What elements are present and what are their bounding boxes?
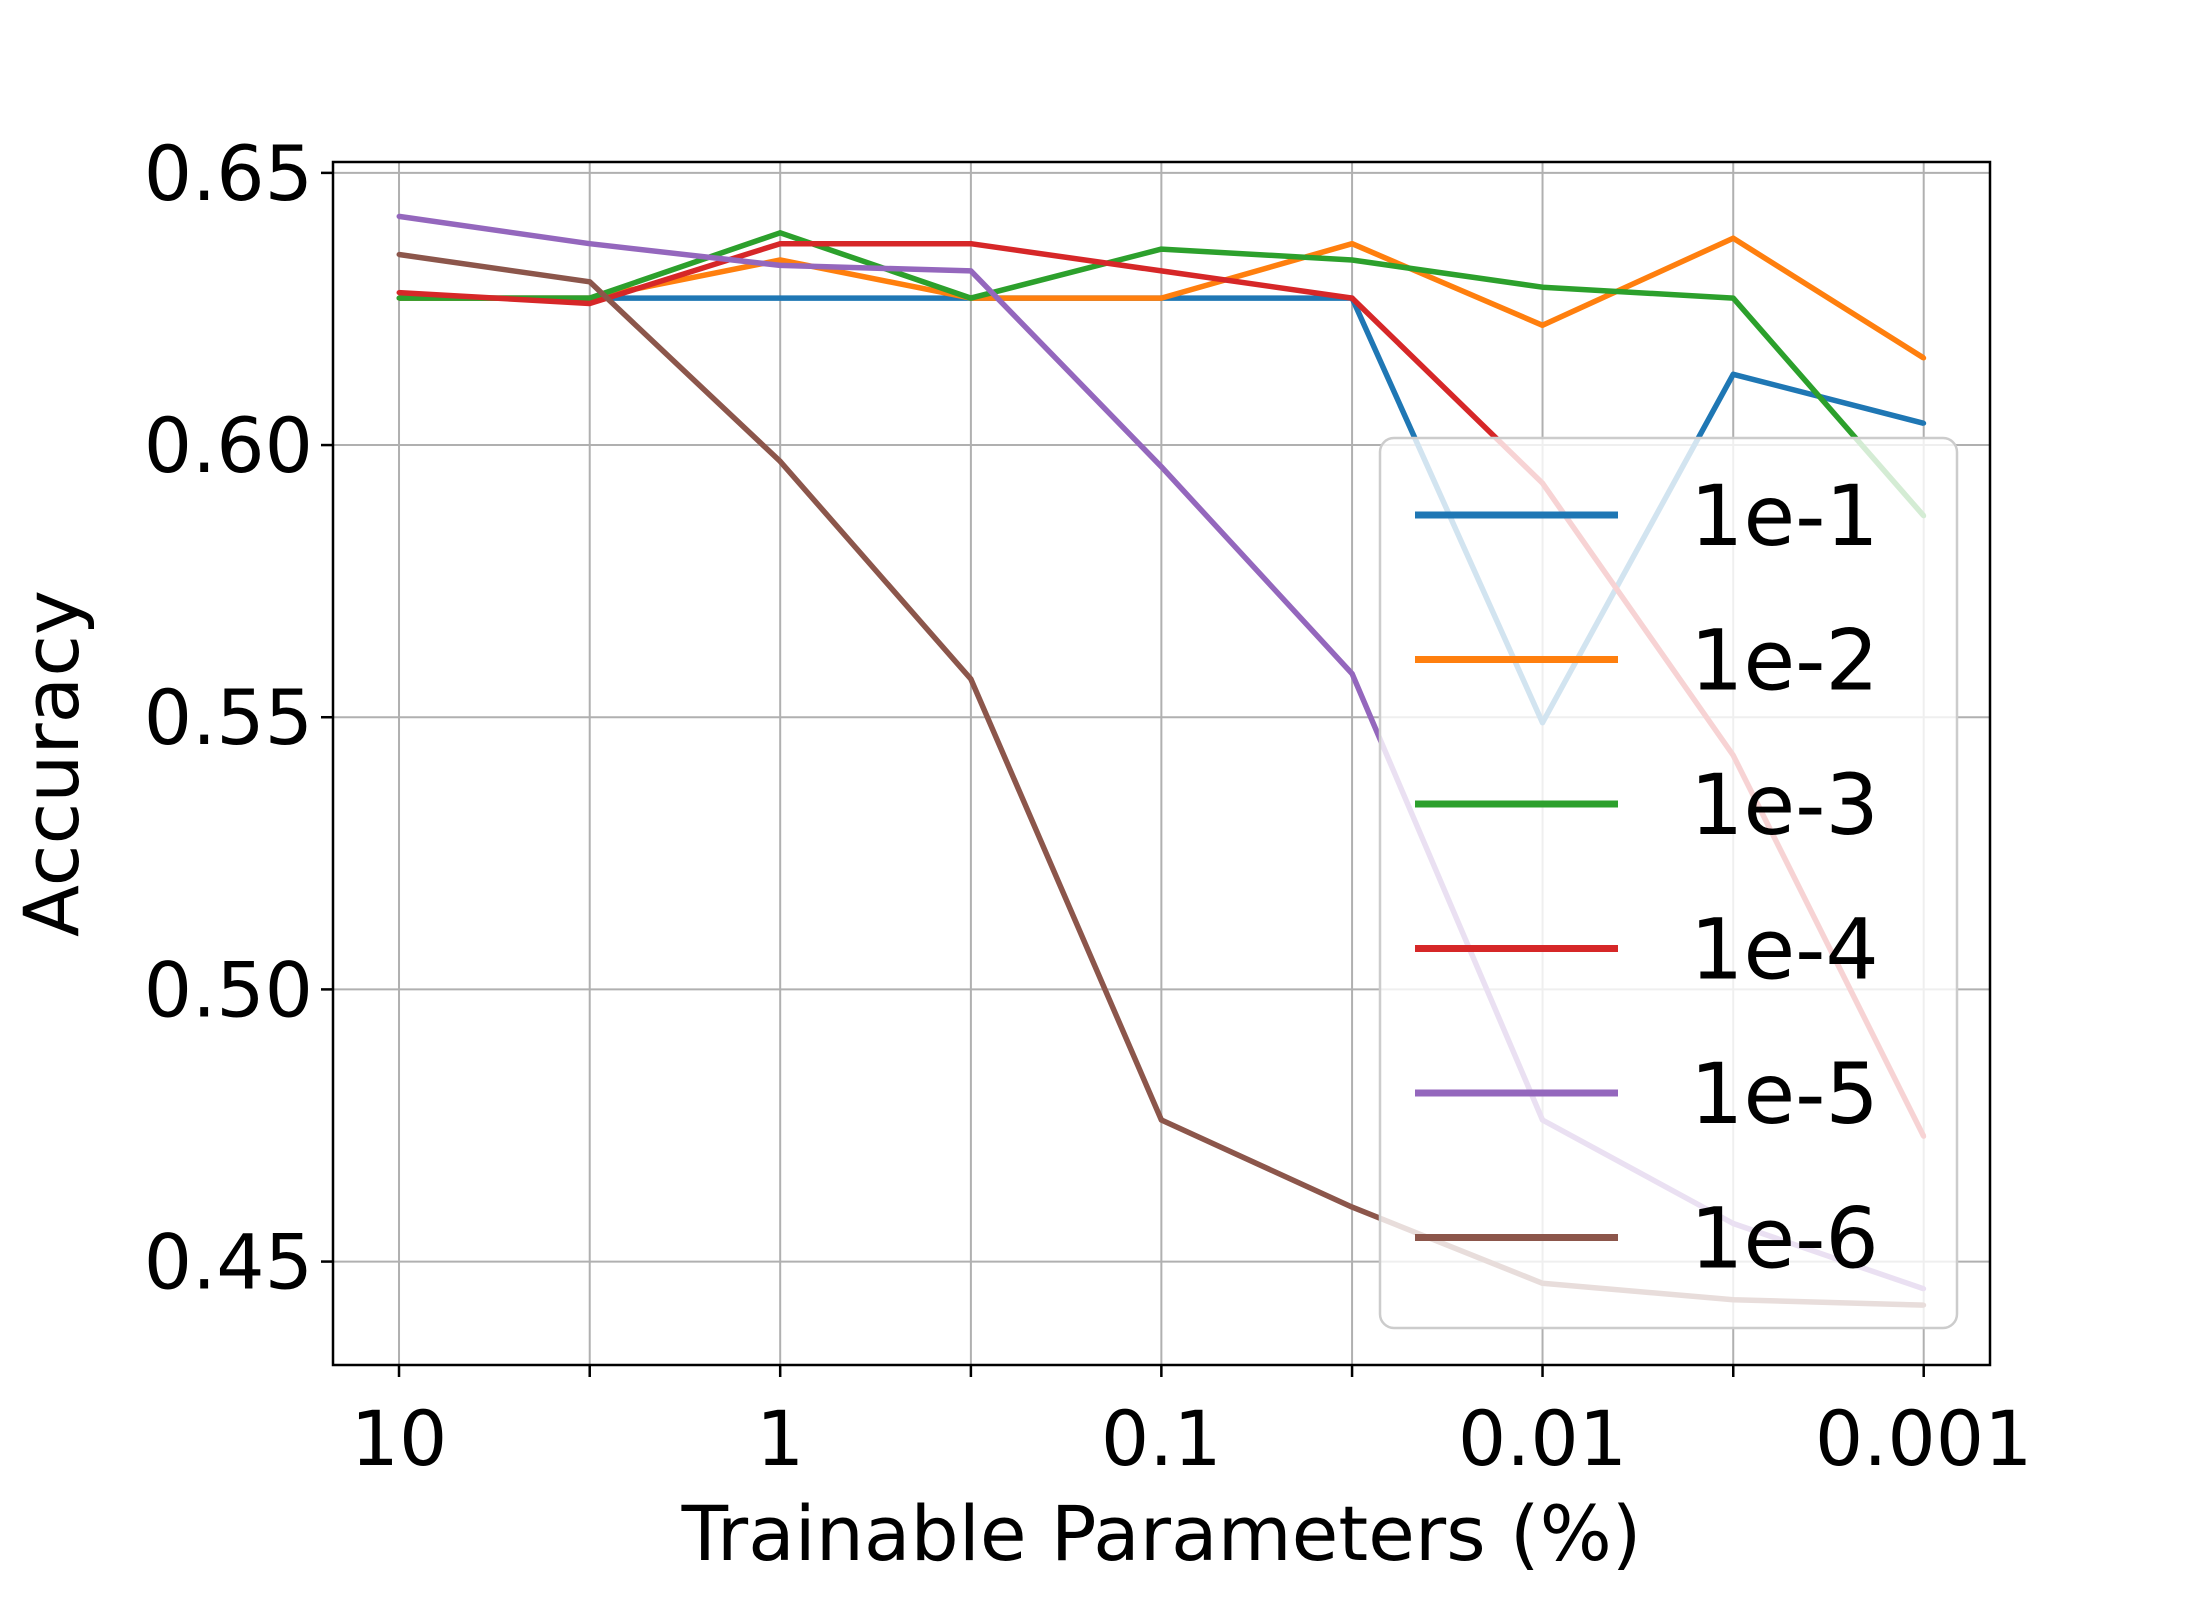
x-tick-label: 0.1 xyxy=(1101,1394,1222,1483)
data-point xyxy=(1730,235,1736,241)
data-point xyxy=(968,295,974,301)
data-point xyxy=(1540,322,1546,328)
data-point xyxy=(777,257,783,263)
y-axis-label: Accuracy xyxy=(7,590,96,937)
legend-label-1e-2: 1e-2 xyxy=(1690,612,1879,710)
data-point xyxy=(1349,257,1355,263)
legend: 1e-1 1e-2 1e-3 1e-4 1e-5 1e-6 xyxy=(1378,436,1959,1330)
data-point xyxy=(1158,1117,1164,1123)
data-point xyxy=(777,241,783,247)
y-tick-label: 0.65 xyxy=(144,129,313,218)
data-point xyxy=(968,676,974,682)
x-axis-label: Trainable Parameters (%) xyxy=(681,1489,1642,1578)
data-point xyxy=(1921,420,1927,426)
legend-label-1e-6: 1e-6 xyxy=(1690,1190,1879,1288)
data-point xyxy=(1540,284,1546,290)
data-point xyxy=(1730,371,1736,377)
x-tick-label: 10 xyxy=(351,1394,448,1483)
legend-label-1e-4: 1e-4 xyxy=(1690,901,1879,999)
data-point xyxy=(1730,295,1736,301)
legend-label-1e-5: 1e-5 xyxy=(1690,1045,1879,1143)
data-point xyxy=(587,295,593,301)
axis-ticks: 10 1 0.1 0.01 0.001 0.45 0.50 0.55 0.60 0.65 xyxy=(144,129,2033,1483)
data-point xyxy=(1158,246,1164,252)
data-point xyxy=(1349,295,1355,301)
x-tick-label: 0.001 xyxy=(1815,1394,2033,1483)
data-point xyxy=(396,290,402,296)
x-tick-label: 0.01 xyxy=(1458,1394,1627,1483)
data-point xyxy=(777,458,783,464)
data-point xyxy=(777,295,783,301)
data-point xyxy=(968,241,974,247)
data-point xyxy=(1921,355,1927,361)
y-tick-label: 0.60 xyxy=(144,401,313,490)
data-point xyxy=(1349,1204,1355,1210)
data-point xyxy=(396,213,402,219)
y-tick-label: 0.45 xyxy=(144,1218,313,1307)
data-point xyxy=(396,295,402,301)
data-point xyxy=(1158,295,1164,301)
data-point xyxy=(1349,241,1355,247)
y-tick-label: 0.55 xyxy=(144,673,313,762)
legend-label-1e-3: 1e-3 xyxy=(1690,756,1879,854)
data-point xyxy=(1158,464,1164,470)
data-point xyxy=(396,252,402,258)
data-point xyxy=(587,301,593,307)
data-point xyxy=(968,268,974,274)
data-point xyxy=(777,262,783,268)
data-point xyxy=(1349,671,1355,677)
data-point xyxy=(587,241,593,247)
y-tick-label: 0.50 xyxy=(144,945,313,1034)
legend-label-1e-1: 1e-1 xyxy=(1690,467,1879,565)
x-tick-label: 1 xyxy=(756,1394,804,1483)
data-point xyxy=(777,230,783,236)
data-point xyxy=(587,279,593,285)
data-point xyxy=(1158,268,1164,274)
